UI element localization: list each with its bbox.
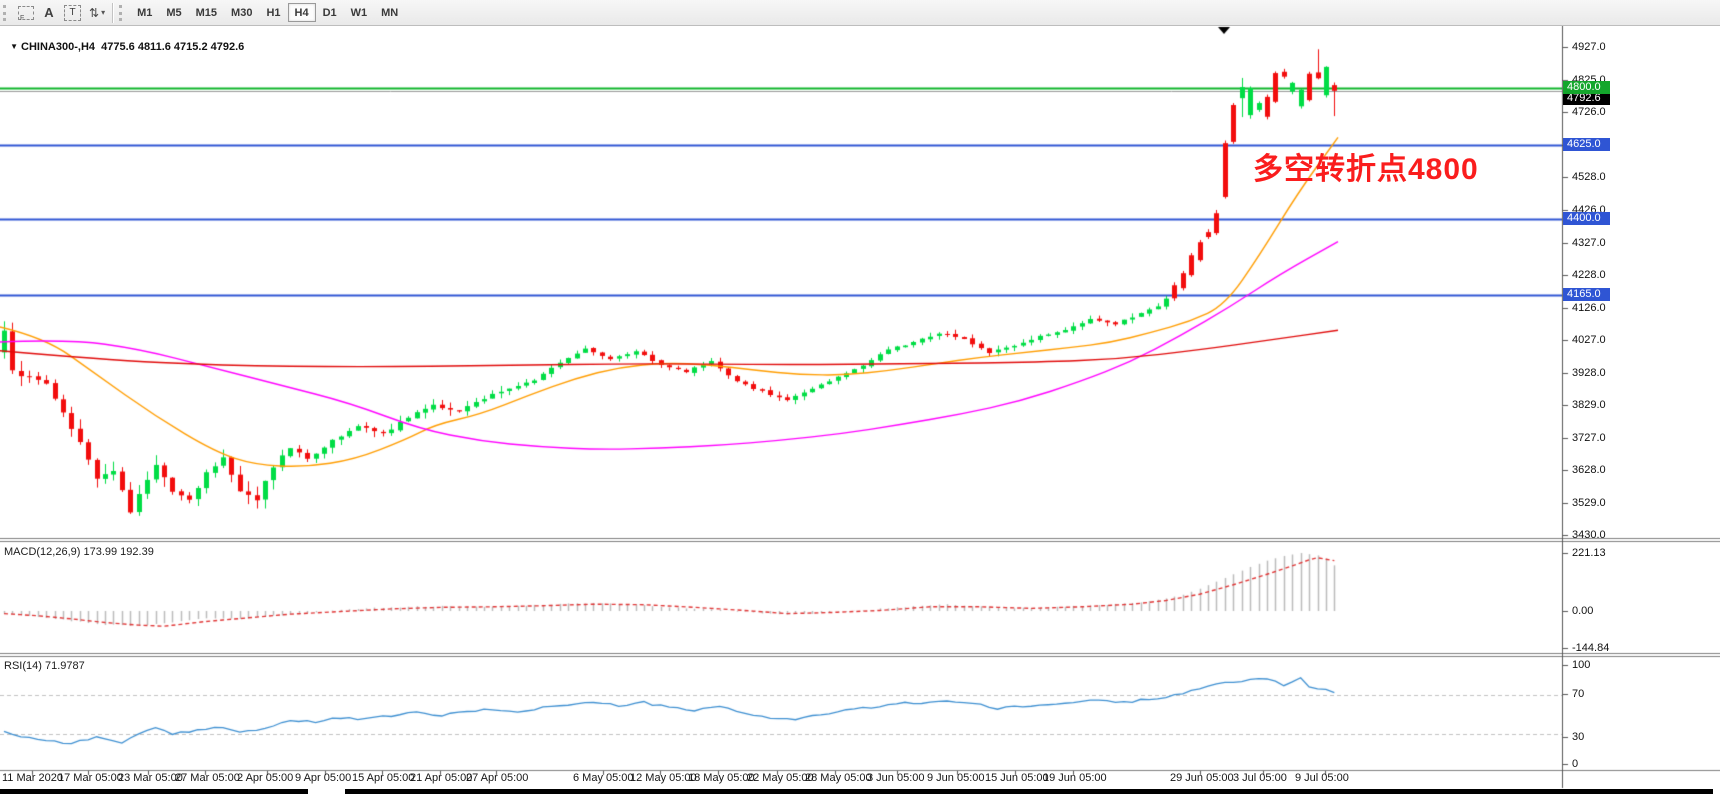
macd-tick: -144.84 — [1572, 642, 1610, 654]
main-price-tick: 4027.0 — [1572, 334, 1606, 346]
date-label: 9 Jul 05:00 — [1295, 772, 1349, 784]
main-price-tick: 4528.0 — [1572, 171, 1606, 183]
toolbar-separator — [112, 2, 114, 23]
rsi-tick: 100 — [1572, 659, 1591, 671]
freehand-icon: F — [18, 5, 34, 22]
macd-tick: 0.00 — [1572, 605, 1594, 617]
date-label: 15 Apr 05:00 — [352, 772, 415, 784]
text-tool-button[interactable]: A — [38, 2, 60, 23]
price-tag-4800.0: 4800.0 — [1563, 81, 1610, 94]
main-price-tick: 3829.0 — [1572, 399, 1606, 411]
date-label: 22 May 05:00 — [747, 772, 814, 784]
date-label: 29 Jun 05:00 — [1170, 772, 1234, 784]
text-box-icon: T — [64, 4, 81, 21]
macd-tick: 221.13 — [1572, 547, 1606, 559]
horizontal-scrollbar[interactable] — [0, 789, 1713, 794]
timeframe-button-W1[interactable]: W1 — [344, 3, 375, 22]
arrows-tool-button[interactable]: ⇅ ▾ — [85, 2, 109, 23]
main-price-tick: 3628.0 — [1572, 464, 1606, 476]
main-price-tick: 4726.0 — [1572, 106, 1606, 118]
macd-panel[interactable] — [0, 543, 1562, 654]
date-label: 28 May 05:00 — [805, 772, 872, 784]
date-label: 6 May 05:00 — [573, 772, 634, 784]
timeframe-button-M15[interactable]: M15 — [189, 3, 224, 22]
timeframe-button-M1[interactable]: M1 — [130, 3, 159, 22]
timeframe-button-MN[interactable]: MN — [374, 3, 405, 22]
date-label: 21 Apr 05:00 — [410, 772, 473, 784]
macd-indicator-label: MACD(12,26,9) 173.99 192.39 — [4, 546, 154, 558]
price-tag-4792.6: 4792.6 — [1563, 92, 1610, 105]
date-label: 11 Mar 2020 — [2, 772, 63, 784]
symbol-ohlc-text: CHINA300-,H4 4775.6 4811.6 4715.2 4792.6 — [21, 41, 245, 53]
date-label: 2 Apr 05:00 — [237, 772, 294, 784]
timeframe-button-M30[interactable]: M30 — [224, 3, 259, 22]
scrollbar-segment[interactable] — [345, 789, 1713, 794]
rsi-tick: 0 — [1572, 758, 1579, 770]
rsi-tick: 30 — [1572, 731, 1585, 743]
rsi-tick: 70 — [1572, 688, 1585, 700]
symbol-title: ▼ CHINA300-,H4 4775.6 4811.6 4715.2 4792.… — [4, 29, 244, 53]
main-chart-panel[interactable] — [0, 25, 1562, 538]
main-price-tick: 3529.0 — [1572, 497, 1606, 509]
timeframe-button-H1[interactable]: H1 — [259, 3, 287, 22]
toolbar: F A T ⇅ ▾ M1 M5 M15 M30 H1 H4 D1 W1 MN — [0, 0, 1720, 26]
main-price-tick: 3727.0 — [1572, 432, 1606, 444]
date-label: 9 Apr 05:00 — [295, 772, 352, 784]
main-price-tick: 4327.0 — [1572, 237, 1606, 249]
date-label: 12 May 05:00 — [630, 772, 697, 784]
date-label: 23 Mar 05:00 — [118, 772, 183, 784]
date-label: 9 Jun 05:00 — [927, 772, 985, 784]
toolbar-drag-handle[interactable] — [3, 4, 10, 21]
timeframe-toolbar: M1 M5 M15 M30 H1 H4 D1 W1 MN — [130, 3, 405, 22]
rsi-panel[interactable] — [0, 657, 1562, 770]
date-label: 18 May 05:00 — [688, 772, 755, 784]
symbol-dropdown-icon[interactable]: ▼ — [10, 42, 19, 51]
date-label: 3 Jul 05:00 — [1233, 772, 1287, 784]
text-a-icon: A — [44, 5, 54, 20]
main-price-tick: 4927.0 — [1572, 41, 1606, 53]
main-price-tick: 3430.0 — [1572, 529, 1606, 541]
date-label: 27 Apr 05:00 — [466, 772, 529, 784]
date-label: 19 Jun 05:00 — [1043, 772, 1107, 784]
price-tag-4165.0: 4165.0 — [1563, 288, 1610, 301]
main-price-tick: 3928.0 — [1572, 367, 1606, 379]
scrollbar-segment[interactable] — [0, 789, 308, 794]
freehand-tool-button[interactable]: F — [14, 2, 38, 23]
timeframe-drag-handle[interactable] — [119, 4, 126, 21]
price-tag-4625.0: 4625.0 — [1563, 138, 1610, 151]
price-tag-4400.0: 4400.0 — [1563, 212, 1610, 225]
arrows-icon: ⇅ — [89, 5, 100, 20]
main-price-tick: 4228.0 — [1572, 269, 1606, 281]
dropdown-caret-icon: ▾ — [101, 8, 106, 17]
main-price-tick: 4126.0 — [1572, 302, 1606, 314]
timeframe-button-D1[interactable]: D1 — [316, 3, 344, 22]
rsi-indicator-label: RSI(14) 71.9787 — [4, 660, 85, 672]
trend-annotation-text: 多空转折点4800 — [1253, 153, 1479, 186]
date-label: 27 Mar 05:00 — [175, 772, 240, 784]
timeframe-button-H4[interactable]: H4 — [287, 3, 316, 22]
date-label: 15 Jun 05:00 — [985, 772, 1049, 784]
date-label: 17 Mar 05:00 — [58, 772, 123, 784]
label-tool-button[interactable]: T — [60, 2, 85, 23]
timeframe-button-M5[interactable]: M5 — [159, 3, 188, 22]
date-label: 3 Jun 05:00 — [867, 772, 925, 784]
